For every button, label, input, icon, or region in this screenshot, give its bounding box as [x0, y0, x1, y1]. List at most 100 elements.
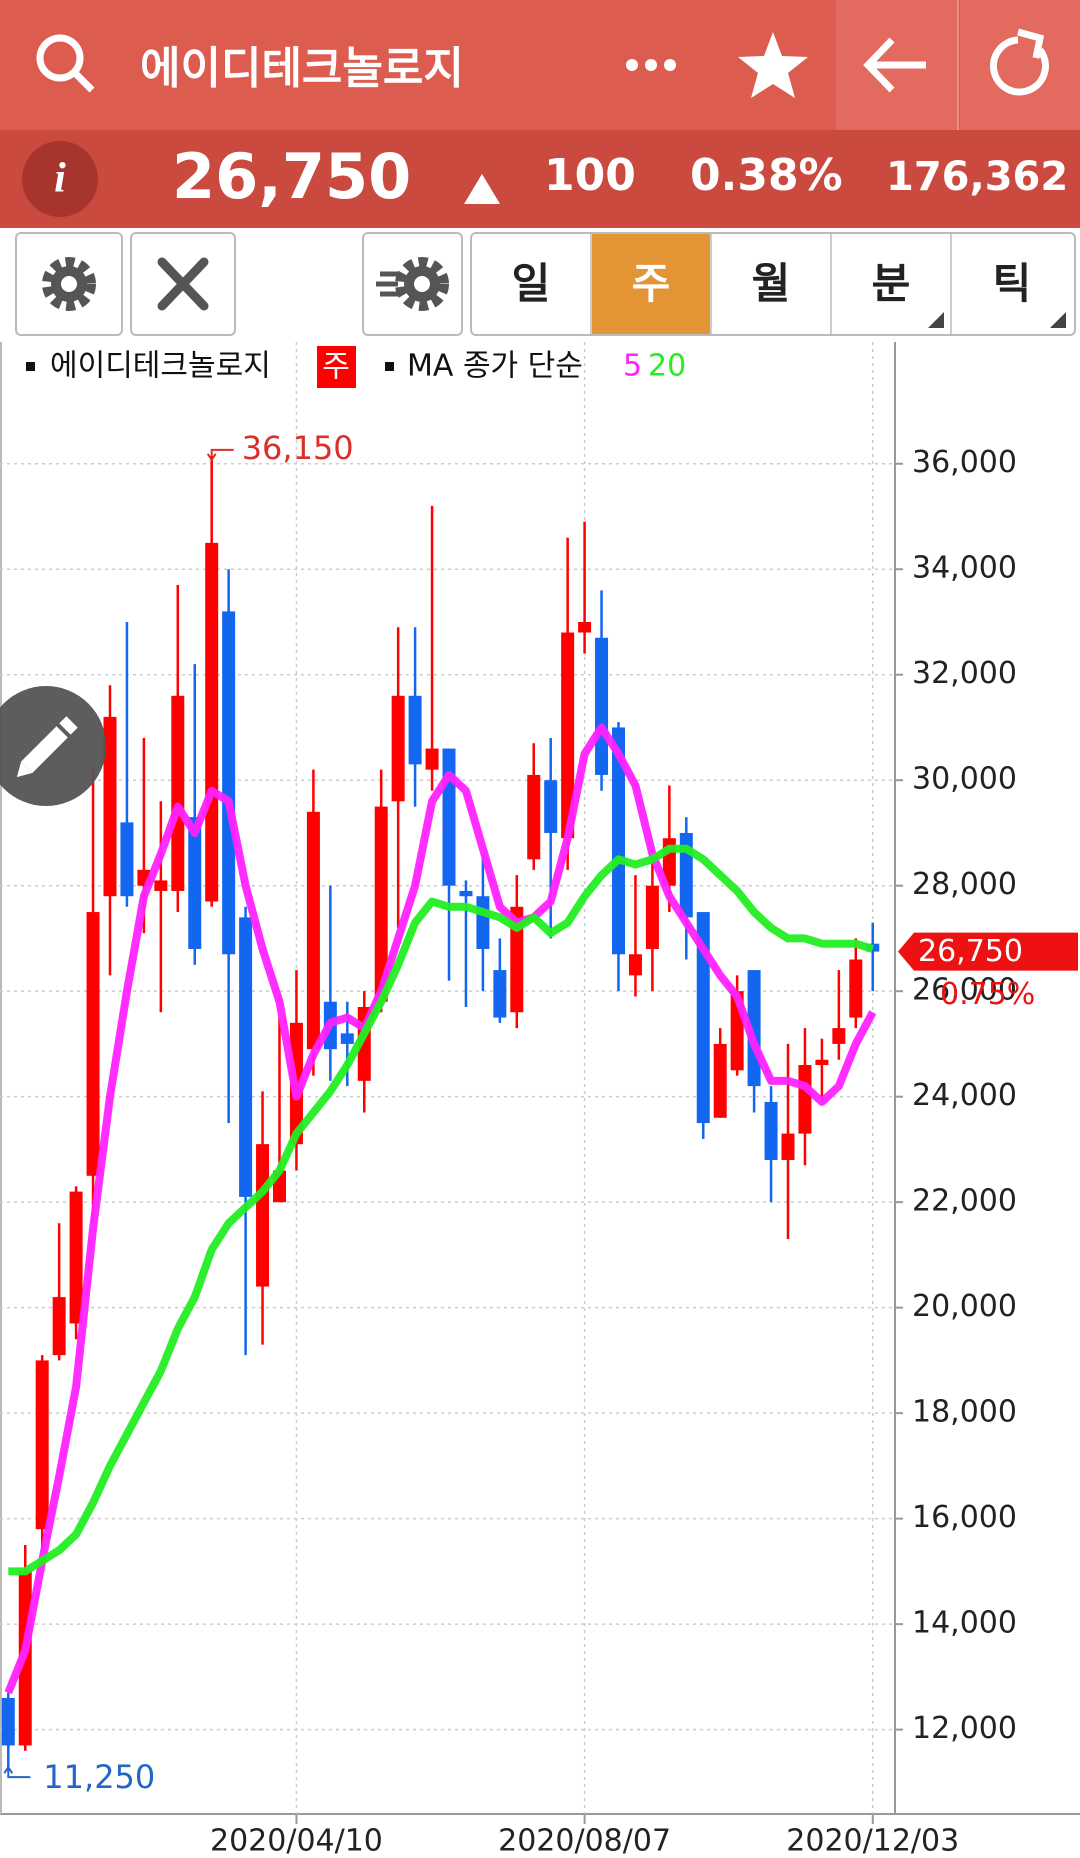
legend-ma-period: 20	[648, 349, 686, 384]
candle-body	[527, 774, 541, 860]
y-tick-label: 32,000	[912, 656, 1017, 691]
ma-line	[8, 844, 874, 1576]
legend-ma: MA 종가 단순	[407, 349, 583, 384]
candle-body	[595, 637, 609, 775]
candle-body	[52, 1297, 66, 1356]
period-tabs: 일 주 월 분 틱	[470, 232, 1076, 336]
tools-button[interactable]	[130, 232, 236, 336]
tab-minute[interactable]: 분	[832, 234, 952, 334]
y-tick-label: 12,000	[912, 1711, 1017, 1746]
tab-month[interactable]: 월	[712, 234, 832, 334]
candle-body	[815, 1059, 829, 1066]
header-icons	[36, 0, 1080, 130]
candle-body	[188, 817, 202, 949]
candle-body	[544, 780, 558, 833]
svg-text:i: i	[54, 156, 66, 202]
header: 에이디테크놀로지	[0, 0, 1080, 130]
last-price-label: 26,750	[918, 934, 1023, 969]
candle-body	[798, 1065, 812, 1134]
toolbar: 일 주 월 분 틱	[0, 228, 1080, 342]
y-tick-label: 20,000	[912, 1289, 1017, 1324]
chart: 에이디테크놀로지 주 MA 종가 단순 12,000 14,000 16,000 18…	[0, 342, 1080, 1858]
draw-button[interactable]	[0, 686, 106, 806]
min-label: 11,250	[43, 1758, 155, 1796]
refresh-icon[interactable]	[990, 28, 1049, 96]
price: 26,750	[172, 140, 412, 213]
candle-body	[391, 695, 405, 802]
x-tick-label: 2020/04/10	[210, 1824, 383, 1858]
candle-body	[781, 1133, 795, 1160]
x-tick-label: 2020/08/07	[498, 1824, 671, 1858]
y-tick-label: 34,000	[912, 551, 1017, 586]
y-tick-label: 28,000	[912, 867, 1017, 902]
y-tick-label: 26,000	[912, 973, 1017, 1008]
candle-body	[628, 954, 642, 976]
candle-body	[1, 1697, 15, 1746]
gear-icon	[42, 257, 96, 311]
legend-name: 에이디테크놀로지	[50, 349, 271, 384]
candle-body	[832, 1028, 846, 1044]
legend-period-box	[317, 346, 356, 388]
candle-body	[154, 880, 168, 891]
candle-body	[374, 806, 388, 1002]
candle-body	[69, 1191, 83, 1324]
candle-body	[764, 1101, 778, 1160]
candle-body	[256, 1144, 270, 1287]
max-pointer	[206, 448, 234, 462]
legend-period: 주	[322, 350, 350, 385]
last-price-tag	[898, 932, 1078, 971]
favorite-icon[interactable]	[738, 32, 808, 98]
candle-body	[510, 906, 524, 1013]
change-pct: 0.38%	[690, 150, 843, 201]
candle-body	[103, 716, 117, 897]
y-tick-label: 22,000	[912, 1184, 1017, 1219]
candle-body	[86, 912, 100, 1176]
candle-body	[459, 890, 473, 897]
y-tick-label: 14,000	[912, 1606, 1017, 1641]
candle-body	[849, 959, 863, 1018]
candle-body	[340, 1033, 354, 1044]
info-icon[interactable]: i	[18, 134, 108, 224]
candle-body	[442, 748, 456, 886]
max-label: 36,150	[242, 429, 354, 467]
tab-tick[interactable]: 틱	[952, 234, 1072, 334]
candle-body	[35, 1360, 49, 1530]
candle-body	[578, 621, 592, 633]
last-pct-label: 0.75%	[940, 977, 1035, 1012]
y-tick-label: 18,000	[912, 1395, 1017, 1430]
candle-body	[120, 822, 134, 897]
tab-minute-label: 분	[871, 259, 911, 308]
x-tick-label: 2020/12/03	[786, 1824, 959, 1858]
stock-title: 에이디테크놀로지	[140, 43, 464, 94]
back-icon[interactable]	[863, 37, 926, 93]
candle-body	[612, 727, 625, 955]
candle-body	[408, 695, 422, 765]
candle-body	[561, 632, 575, 839]
y-tick-label: 24,000	[912, 1078, 1017, 1113]
indicator-icon	[376, 257, 449, 311]
candle-body	[493, 970, 507, 1018]
y-tick-label: 36,000	[912, 445, 1017, 480]
candle-body	[645, 885, 659, 949]
change: 100	[544, 150, 636, 201]
tools-icon	[157, 257, 209, 311]
tab-week[interactable]: 주	[592, 234, 712, 334]
tab-day[interactable]: 일	[472, 234, 592, 334]
indicator-button[interactable]	[362, 232, 463, 336]
quote-bar: i 26,750 100 0.38% 176,362	[0, 130, 1080, 228]
volume: 176,362	[886, 154, 1069, 200]
legend-bullet	[26, 362, 35, 371]
more-icon[interactable]	[626, 59, 676, 71]
ma-line	[4, 723, 877, 1695]
refresh-bg	[960, 0, 1080, 130]
settings-button[interactable]	[15, 232, 123, 336]
candle-body	[306, 811, 320, 1050]
pencil-icon	[16, 716, 78, 778]
candle-body	[205, 542, 219, 902]
search-icon[interactable]	[36, 34, 95, 93]
candle-body	[713, 1043, 727, 1118]
legend-ma-period: 5	[623, 349, 642, 384]
tab-tick-label: 틱	[992, 259, 1032, 308]
legend-bullet	[385, 362, 394, 371]
